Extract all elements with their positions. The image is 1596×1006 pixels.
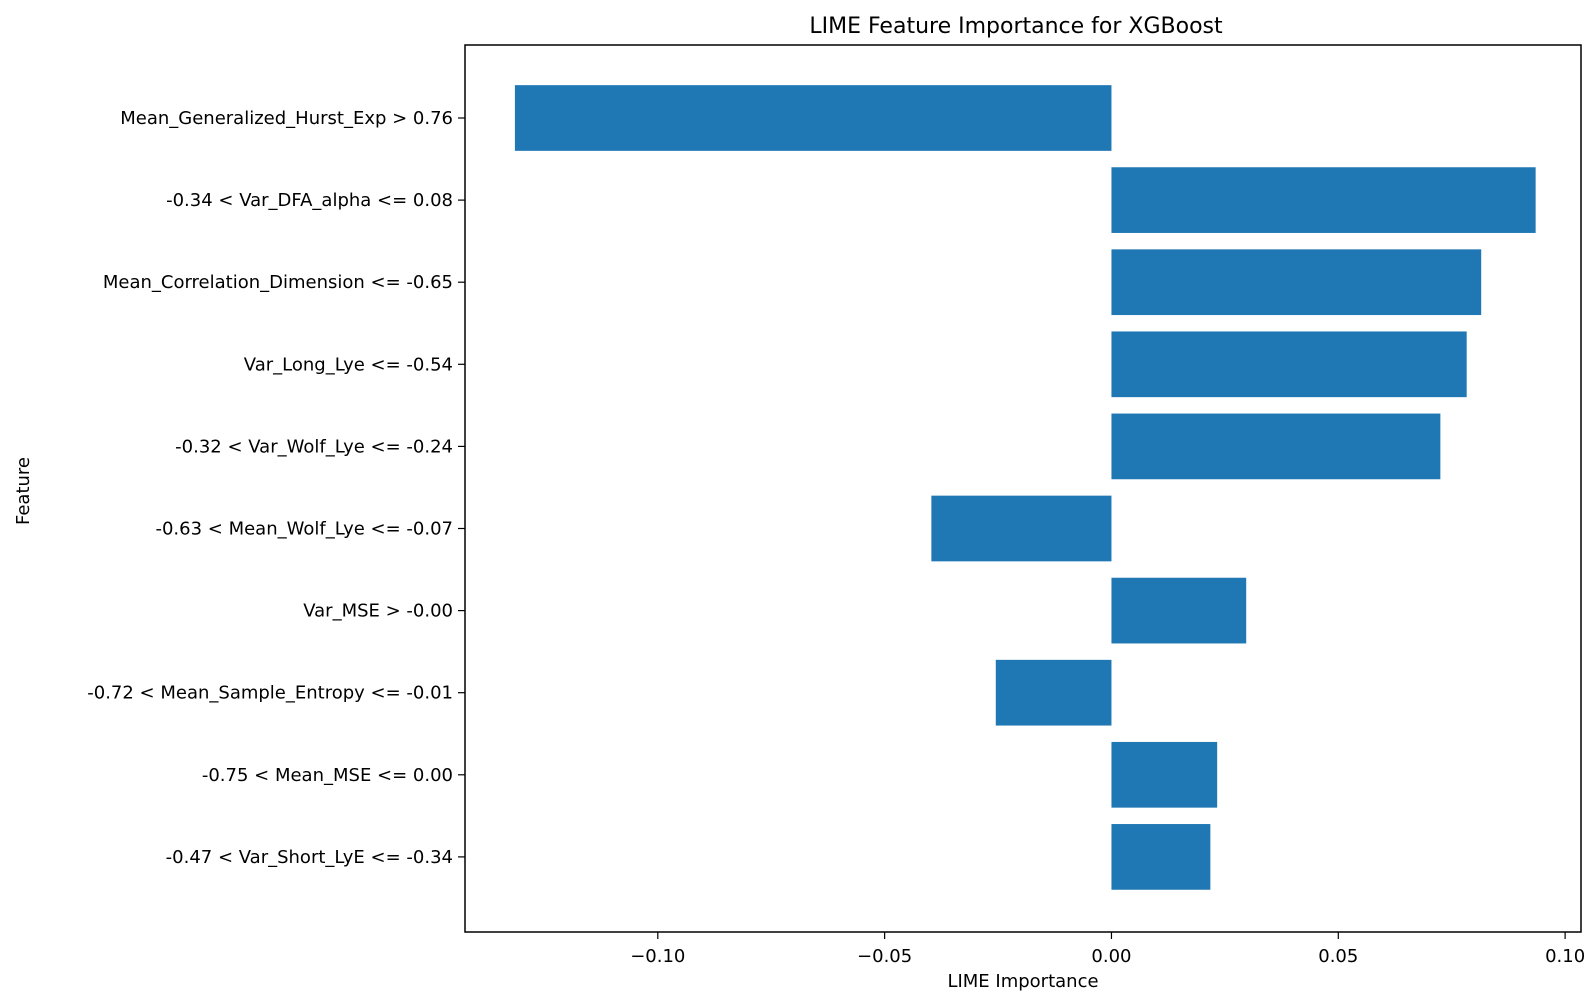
bar-6 <box>1111 577 1247 644</box>
y-tick-label: Var_Long_Lye <= -0.54 <box>244 354 453 375</box>
bar-9 <box>1111 824 1211 890</box>
bar-8 <box>1111 741 1218 808</box>
bar-3 <box>1111 331 1467 398</box>
x-tick-label: −0.10 <box>630 946 685 967</box>
chart-title: LIME Feature Importance for XGBoost <box>809 14 1223 39</box>
bar-4 <box>1111 413 1441 480</box>
y-tick-label: -0.63 < Mean_Wolf_Lye <= -0.07 <box>155 519 453 540</box>
y-tick-label: Var_MSE > -0.00 <box>303 601 453 622</box>
y-tick-label: -0.34 < Var_DFA_alpha <= 0.08 <box>166 190 453 211</box>
plot-frame <box>464 44 1582 933</box>
y-axis-ticks: Mean_Generalized_Hurst_Exp > 0.76 -0.34 <… <box>87 108 465 868</box>
bar-1 <box>1111 167 1536 233</box>
y-tick-label: -0.72 < Mean_Sample_Entropy <= -0.01 <box>87 683 453 704</box>
bar-5 <box>931 495 1112 562</box>
x-tick-label: 0.05 <box>1318 946 1358 967</box>
y-tick-label: Mean_Generalized_Hurst_Exp > 0.76 <box>120 108 453 129</box>
x-axis-ticks: −0.10 −0.05 0.00 0.05 0.10 <box>630 932 1585 967</box>
bar-2 <box>1111 249 1482 316</box>
y-tick-label: -0.47 < Var_Short_LyE <= -0.34 <box>166 847 453 868</box>
bars-group <box>514 85 1536 890</box>
y-tick-label: Mean_Correlation_Dimension <= -0.65 <box>103 272 453 293</box>
x-tick-label: 0.00 <box>1091 946 1131 967</box>
y-axis-label: Feature <box>13 457 34 525</box>
bar-0 <box>514 85 1112 151</box>
bar-7 <box>995 659 1112 726</box>
y-tick-label: -0.32 < Var_Wolf_Lye <= -0.24 <box>175 436 453 457</box>
x-tick-label: −0.05 <box>857 946 912 967</box>
x-axis-label: LIME Importance <box>947 971 1098 992</box>
y-tick-label: -0.75 < Mean_MSE <= 0.00 <box>202 765 453 786</box>
x-tick-label: 0.10 <box>1545 946 1585 967</box>
